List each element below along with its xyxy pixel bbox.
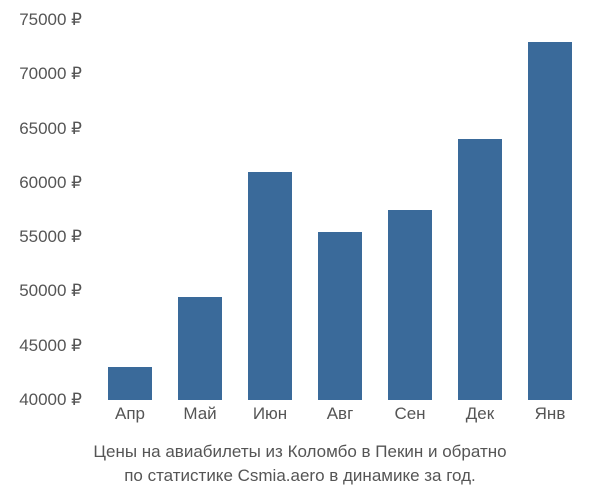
y-tick-label: 65000 ₽ (19, 119, 82, 139)
bar (528, 42, 571, 400)
y-tick-label: 45000 ₽ (19, 336, 82, 356)
x-tick-label: Сен (394, 404, 425, 424)
caption-line-2: по статистике Csmia.aero в динамике за г… (0, 464, 600, 488)
y-tick-label: 55000 ₽ (19, 227, 82, 247)
x-tick-label: Авг (327, 404, 354, 424)
y-tick-label: 50000 ₽ (19, 281, 82, 301)
x-tick-label: Май (183, 404, 216, 424)
x-tick-label: Янв (535, 404, 566, 424)
y-tick-label: 40000 ₽ (19, 390, 82, 410)
bar-chart (95, 20, 585, 400)
x-axis: Апр Май Июн Авг Сен Дек Янв (95, 400, 585, 430)
chart-caption: Цены на авиабилеты из Коломбо в Пекин и … (0, 440, 600, 488)
bar (458, 139, 501, 400)
bar (108, 367, 151, 400)
bar (248, 172, 291, 400)
x-tick-label: Дек (466, 404, 494, 424)
caption-line-1: Цены на авиабилеты из Коломбо в Пекин и … (0, 440, 600, 464)
y-tick-label: 60000 ₽ (19, 173, 82, 193)
bar (318, 232, 361, 400)
y-tick-label: 70000 ₽ (19, 64, 82, 84)
x-tick-label: Июн (253, 404, 287, 424)
x-tick-label: Апр (115, 404, 145, 424)
y-tick-label: 75000 ₽ (19, 10, 82, 30)
bar (178, 297, 221, 400)
bar (388, 210, 431, 400)
plot-area (95, 20, 585, 400)
y-axis: 40000 ₽45000 ₽50000 ₽55000 ₽60000 ₽65000… (0, 20, 90, 400)
